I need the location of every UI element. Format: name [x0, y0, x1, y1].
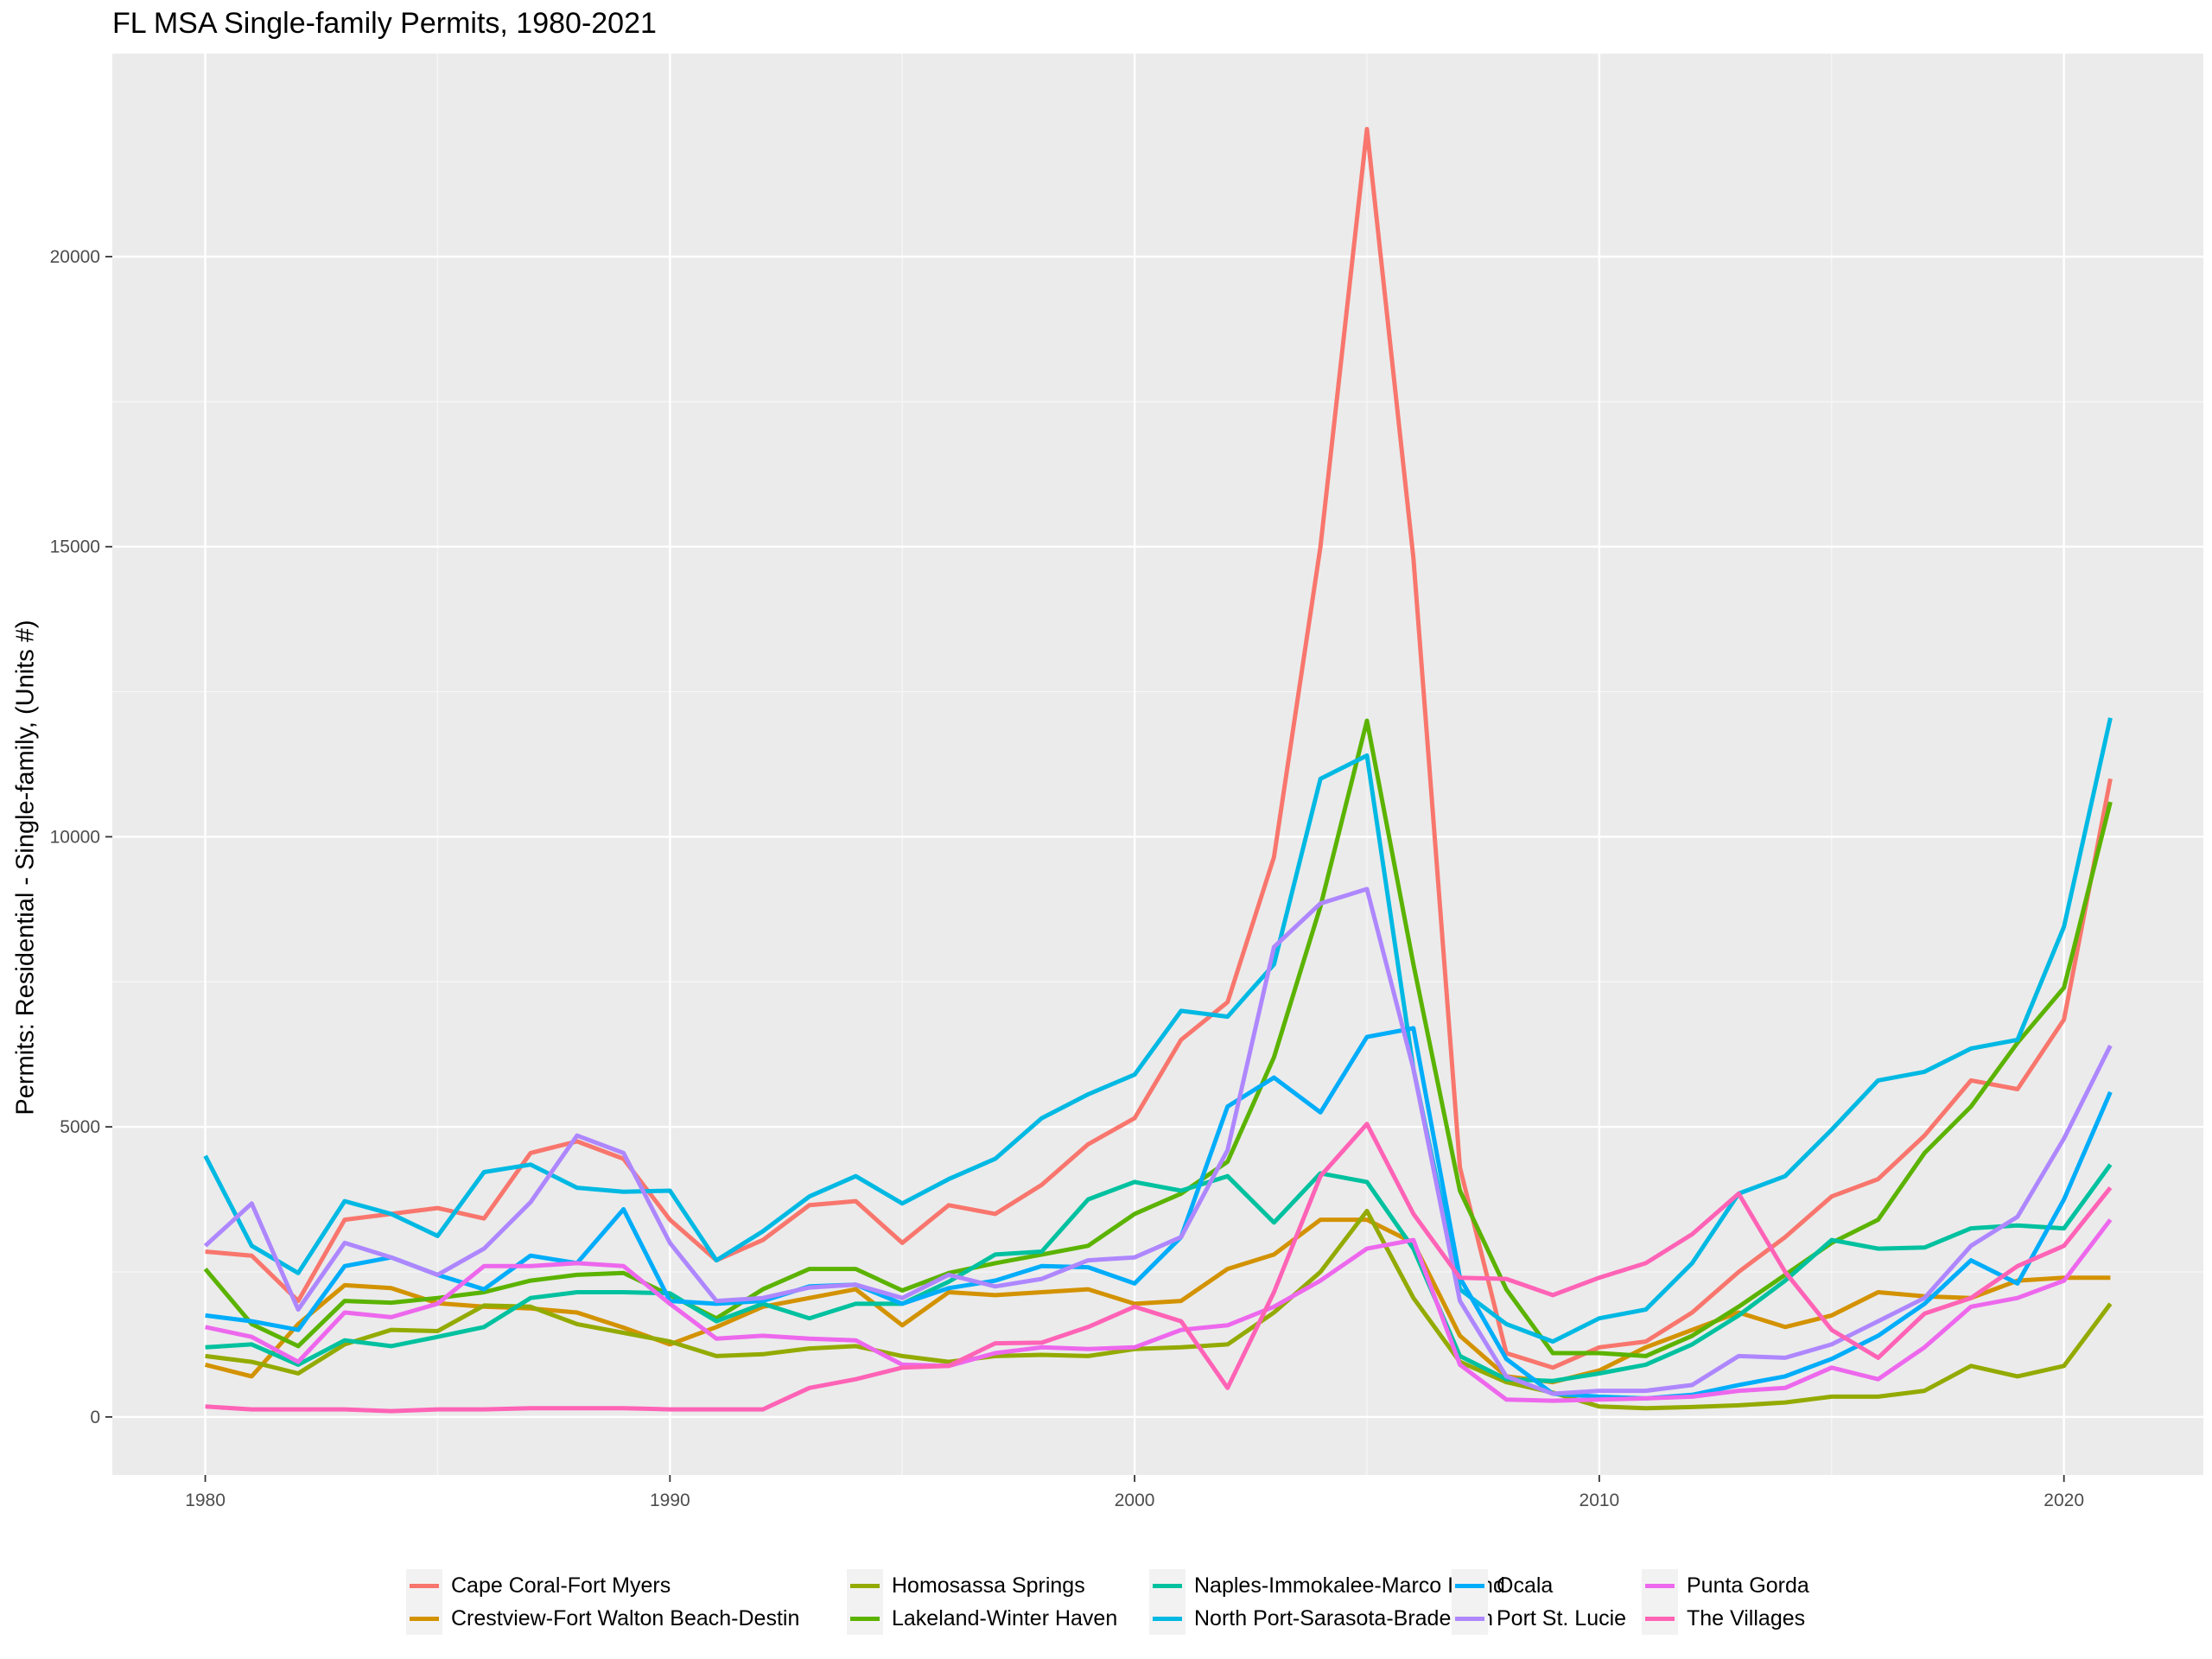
series-line-7	[203, 887, 2113, 1396]
series-line-3	[203, 718, 2113, 1358]
legend-item: North Port-Sarasota-Bradenton	[1149, 1602, 1505, 1635]
legend-column: Punta Gorda The Villages	[1642, 1569, 1809, 1635]
legend-item: Port St. Lucie	[1452, 1602, 1626, 1635]
series-line-5	[203, 717, 2113, 1344]
legend-column: Cape Coral-Fort Myers Crestview-Fort Walt…	[406, 1569, 799, 1635]
legend-label: Homosassa Springs	[892, 1573, 1085, 1598]
legend-swatch	[850, 1617, 880, 1621]
legend-label: North Port-Sarasota-Bradenton	[1194, 1605, 1494, 1630]
legend-swatch	[1455, 1617, 1484, 1621]
x-tick-label: 2000	[1115, 1491, 1155, 1510]
legend-label: Cape Coral-Fort Myers	[451, 1573, 671, 1598]
x-tick-label: 2020	[2044, 1491, 2084, 1510]
x-tick-label: 2010	[1580, 1491, 1620, 1510]
legend-key	[1149, 1602, 1185, 1635]
x-tick-label: 1990	[650, 1491, 690, 1510]
legend-label: Crestview-Fort Walton Beach-Destin	[451, 1605, 800, 1630]
legend-key	[1452, 1569, 1488, 1602]
legend-swatch	[410, 1617, 439, 1621]
legend-label: Lakeland-Winter Haven	[892, 1605, 1118, 1630]
series-line-9	[205, 1122, 2113, 1414]
series-line-2	[205, 1209, 2113, 1411]
legend-item: Homosassa Springs	[847, 1569, 1117, 1602]
legend-key	[847, 1569, 883, 1602]
legend-item: Cape Coral-Fort Myers	[406, 1569, 799, 1602]
legend-column: Ocala Port St. Lucie	[1452, 1569, 1626, 1635]
legend-key	[1642, 1602, 1678, 1635]
legend-swatch	[410, 1584, 439, 1588]
legend-swatch	[1455, 1584, 1484, 1588]
legend-swatch	[1645, 1617, 1675, 1621]
legend-label: Punta Gorda	[1687, 1573, 1809, 1598]
legend-item: Punta Gorda	[1642, 1569, 1809, 1602]
y-tick-label: 20000	[50, 247, 100, 267]
y-tick-label: 10000	[50, 827, 100, 847]
plot-panel	[112, 54, 2203, 1475]
legend-item: Lakeland-Winter Haven	[847, 1602, 1117, 1635]
legend-item: Crestview-Fort Walton Beach-Destin	[406, 1602, 799, 1635]
x-tick-label: 1980	[185, 1491, 226, 1510]
series-line-8	[205, 1218, 2113, 1403]
axes: 1980 1990 2000 2010 2020 0 5000 10000 15000 20000	[50, 247, 2084, 1510]
series-lines	[203, 126, 2113, 1414]
y-tick-label: 5000	[60, 1117, 100, 1137]
legend-swatch	[1153, 1584, 1182, 1588]
legend-key	[406, 1602, 442, 1635]
y-tick-label: 15000	[50, 537, 100, 557]
legend-key	[1149, 1569, 1185, 1602]
legend: Cape Coral-Fort Myers Crestview-Fort Walt…	[406, 1569, 1961, 1656]
legend-key	[1642, 1569, 1678, 1602]
grid	[112, 54, 2203, 1475]
series-line-4	[205, 1163, 2113, 1383]
legend-key	[406, 1569, 442, 1602]
legend-item: Ocala	[1452, 1569, 1626, 1602]
legend-swatch	[1645, 1584, 1675, 1588]
legend-swatch	[1153, 1617, 1182, 1621]
legend-swatch	[850, 1584, 880, 1588]
legend-column: Homosassa Springs Lakeland-Winter Haven	[847, 1569, 1117, 1635]
legend-label: Port St. Lucie	[1497, 1605, 1627, 1630]
legend-key	[1452, 1602, 1488, 1635]
series-line-6	[205, 1026, 2113, 1401]
legend-label: The Villages	[1687, 1605, 1806, 1630]
y-tick-label: 0	[90, 1408, 100, 1427]
legend-item: The Villages	[1642, 1602, 1809, 1635]
chart-title: FL MSA Single-family Permits, 1980-2021	[112, 7, 657, 40]
legend-key	[847, 1602, 883, 1635]
legend-label: Ocala	[1497, 1573, 1554, 1598]
